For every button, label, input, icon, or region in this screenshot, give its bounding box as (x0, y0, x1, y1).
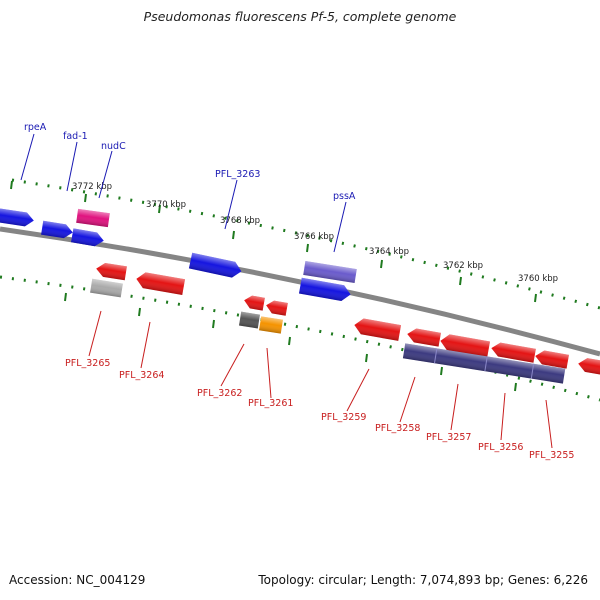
reverse-genes (90, 262, 600, 384)
gene-PFL_3263[interactable] (188, 252, 243, 279)
gene-fad-1[interactable] (41, 220, 74, 240)
gene-PFL_3262[interactable] (243, 294, 265, 311)
major-tick (459, 276, 462, 286)
gene-label-PFL_3258: PFL_3258 (375, 423, 420, 434)
gene-gray-block[interactable] (90, 278, 123, 298)
gene-label-PFL_3265: PFL_3265 (65, 358, 110, 369)
gene-navy-operon[interactable] (402, 343, 566, 384)
forward-tick-track (10, 178, 600, 310)
forward-leader-lines (20, 133, 347, 253)
major-tick (212, 319, 215, 329)
gene-PFL_3257[interactable] (439, 333, 491, 358)
gene-PFL_3259[interactable] (353, 317, 402, 341)
major-tick (10, 180, 13, 190)
gene-label-PFL_3262: PFL_3262 (197, 388, 242, 399)
gene-PFL_3258[interactable] (406, 327, 441, 347)
gene-label-PFL_3257: PFL_3257 (426, 432, 471, 443)
gene-darkgray-block[interactable] (239, 311, 260, 329)
major-tick (84, 193, 87, 203)
accession-text: Accession: NC_004129 (9, 573, 146, 587)
gene-label-PFL_3256: PFL_3256 (478, 442, 523, 453)
kbp-label: 3760 kbp (518, 274, 558, 284)
gene-PFL_3255[interactable] (534, 349, 569, 369)
gene-PFL_3261[interactable] (265, 299, 288, 316)
gene-rpeA[interactable] (0, 208, 35, 227)
major-tick (440, 366, 443, 376)
major-tick (232, 230, 235, 240)
major-tick (534, 293, 537, 303)
major-tick (306, 243, 309, 253)
reverse-leader-lines (88, 310, 553, 449)
kbp-label: 3766 kbp (294, 232, 334, 242)
major-tick (288, 336, 291, 346)
gene-label-fad-1: fad-1 (63, 131, 88, 142)
major-tick (365, 353, 368, 363)
major-tick (64, 292, 67, 302)
gene-orange-block[interactable] (259, 316, 283, 334)
gene-label-rpeA: rpeA (24, 122, 47, 133)
gene-label-PFL_3261: PFL_3261 (248, 398, 293, 409)
major-tick (138, 307, 141, 317)
major-tick (514, 382, 517, 392)
gene-label-pssA: pssA (333, 191, 356, 202)
genome-summary-text: Topology: circular; Length: 7,074,893 bp… (258, 573, 588, 587)
major-tick (158, 204, 161, 214)
gene-PFL_3265[interactable] (95, 262, 127, 281)
map-title: Pseudomonas fluorescens Pf-5, complete g… (143, 9, 457, 24)
kbp-label: 3768 kbp (220, 216, 260, 226)
kbp-label: 3772 kbp (72, 182, 112, 192)
gene-red-edge[interactable] (577, 357, 600, 375)
gene-label-PFL_3259: PFL_3259 (321, 412, 366, 423)
gene-PFL_3264[interactable] (135, 271, 186, 296)
kbp-label: 3764 kbp (369, 247, 409, 257)
forward-genes (0, 208, 357, 302)
gene-magenta-small[interactable] (76, 208, 110, 228)
gene-blue-large[interactable] (298, 277, 352, 303)
reverse-tick-track (0, 275, 600, 402)
gene-label-PFL_3263: PFL_3263 (215, 169, 260, 180)
kbp-label: 3762 kbp (443, 261, 483, 271)
gene-pssA[interactable] (303, 261, 357, 283)
kbp-label: 3770 kbp (146, 200, 186, 210)
gene-label-PFL_3255: PFL_3255 (529, 450, 574, 461)
gene-label-PFL_3264: PFL_3264 (119, 370, 164, 381)
gene-label-nudC: nudC (101, 141, 126, 152)
major-tick (380, 259, 383, 269)
gene-nudC[interactable] (71, 228, 105, 247)
gene-PFL_3256[interactable] (490, 341, 536, 363)
